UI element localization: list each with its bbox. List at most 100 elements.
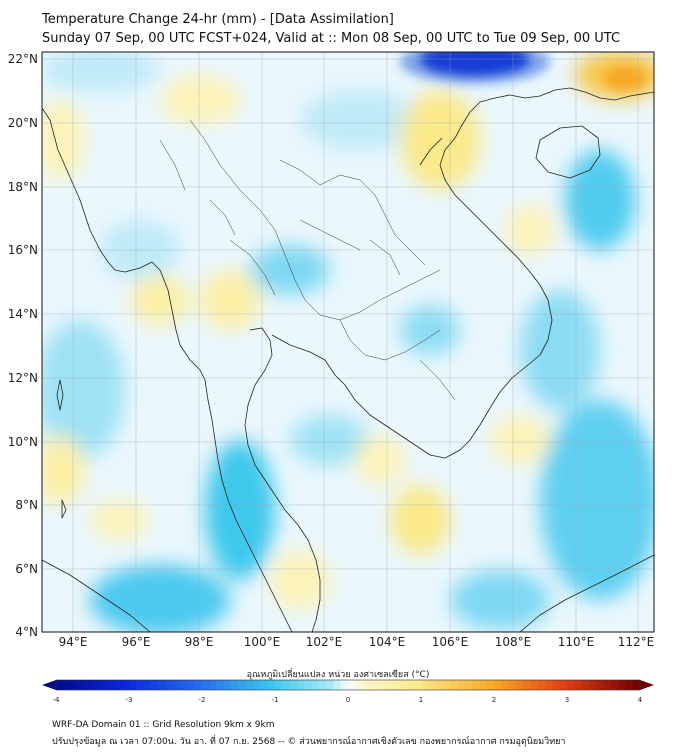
colorbar-tick-label: 0 (346, 696, 350, 704)
colorbar-title: อุณหภูมิเปลี่ยนแปลง หน่วย องศาเซลเซียส (… (246, 670, 430, 680)
colorbar-cell (318, 680, 327, 690)
colorbar-min-arrow (42, 680, 56, 690)
lat-label-18: 18°N (8, 180, 38, 194)
colorbar-cell (559, 680, 568, 690)
colorbar-cell (632, 680, 641, 690)
colorbar-cell (413, 680, 422, 690)
colorbar-cell (545, 680, 553, 690)
colorbar-cell (362, 680, 371, 690)
footer-credits: ปรับปรุงข้อมูล ณ เวลา 07:00น. วัน อา. ที… (52, 737, 566, 747)
colorbar-cell (77, 680, 86, 690)
lon-label-100: 100°E (244, 635, 281, 649)
lat-label-20: 20°N (8, 116, 38, 130)
colorbar-cell (610, 680, 619, 690)
colorbar-cell (121, 680, 130, 690)
colorbar-cell (618, 680, 626, 690)
colorbar-cell (85, 680, 94, 690)
lat-label-16: 16°N (8, 243, 38, 257)
colorbar-cell (136, 680, 145, 690)
colorbar-tick-label: 2 (492, 696, 496, 704)
colorbar-tick-label: -4 (53, 696, 61, 704)
colorbar-cell (581, 680, 590, 690)
lon-label-108: 108°E (495, 635, 532, 649)
colorbar-max-arrow (640, 680, 654, 690)
colorbar-cell (129, 680, 137, 690)
colorbar-ticks: -4 -3 -2 -1 0 1 2 3 4 (53, 696, 643, 704)
colorbar-cell (523, 680, 532, 690)
colorbar-cell (450, 680, 459, 690)
colorbar-outline (55, 679, 641, 691)
gridlines (42, 52, 654, 632)
colorbar-cell (180, 680, 188, 690)
lat-label-14: 14°N (8, 307, 38, 321)
temperature-field (42, 52, 654, 632)
footer-model-info: WRF-DA Domain 01 :: Grid Resolution 9km … (52, 720, 275, 730)
lat-label-8: 8°N (15, 498, 38, 512)
colorbar-cell (92, 680, 101, 690)
colorbar-cell (552, 680, 561, 690)
colorbar-cell (114, 680, 123, 690)
colorbar-tick-label: 4 (638, 696, 643, 704)
lat-label-6: 6°N (15, 562, 38, 576)
colorbar-cell (428, 680, 437, 690)
colorbar-cell (472, 680, 480, 690)
coastlines (42, 87, 654, 632)
colorbar-cell (377, 680, 386, 690)
colorbar-cell (275, 680, 283, 690)
lon-label-94: 94°E (59, 635, 88, 649)
colorbar-cell (245, 680, 254, 690)
colorbar-cell (486, 680, 495, 690)
colorbar-cell (369, 680, 378, 690)
colorbar-cell (574, 680, 583, 690)
colorbar-cell (304, 680, 313, 690)
colorbar-tick-label: -2 (199, 696, 206, 704)
colorbar-cell (289, 680, 298, 690)
lon-label-110: 110°E (558, 635, 595, 649)
colorbar: -4 -3 -2 -1 0 1 2 3 4 (42, 679, 654, 704)
colorbar-cell (501, 680, 510, 690)
lat-label-4: 4°N (15, 625, 38, 639)
lon-label-104: 104°E (369, 635, 406, 649)
colorbar-cell (296, 680, 305, 690)
admin-borders (159, 119, 456, 401)
colorbar-cell (588, 680, 597, 690)
colorbar-cell (625, 680, 634, 690)
colorbar-cell (165, 680, 174, 690)
colorbar-cell (537, 680, 546, 690)
colorbar-cell (223, 680, 232, 690)
lat-label-12: 12°N (8, 371, 38, 385)
colorbar-cell (442, 680, 451, 690)
colorbar-cell (603, 680, 612, 690)
colorbar-cell (494, 680, 502, 690)
colorbar-cell (187, 680, 196, 690)
colorbar-cell (508, 680, 517, 690)
colorbar-cell (421, 680, 429, 690)
colorbar-cell (194, 680, 203, 690)
colorbar-cell (530, 680, 539, 690)
colorbar-cell (435, 680, 444, 690)
colorbar-cell (70, 680, 79, 690)
lon-label-98: 98°E (185, 635, 214, 649)
colorbar-cell (391, 680, 400, 690)
colorbar-cell (216, 680, 225, 690)
colorbar-cell (479, 680, 488, 690)
colorbar-cell (158, 680, 167, 690)
longitude-labels: 94°E 96°E 98°E 100°E 102°E 104°E 106°E 1… (59, 635, 655, 649)
colorbar-cell (348, 680, 356, 690)
colorbar-tick-label: -3 (126, 696, 133, 704)
colorbar-cell (340, 680, 349, 690)
colorbar-cell (399, 680, 407, 690)
colorbar-cell (63, 680, 72, 690)
colorbar-cell (253, 680, 261, 690)
lon-label-102: 102°E (306, 635, 343, 649)
colorbar-cell (231, 680, 240, 690)
lon-label-112: 112°E (618, 635, 655, 649)
colorbar-cell (311, 680, 320, 690)
colorbar-cell (150, 680, 159, 690)
colorbar-cell (457, 680, 466, 690)
colorbar-cell (464, 680, 473, 690)
colorbar-cell (326, 680, 334, 690)
colorbar-cell (333, 680, 342, 690)
colorbar-cell (355, 680, 364, 690)
colorbar-cell (209, 680, 218, 690)
